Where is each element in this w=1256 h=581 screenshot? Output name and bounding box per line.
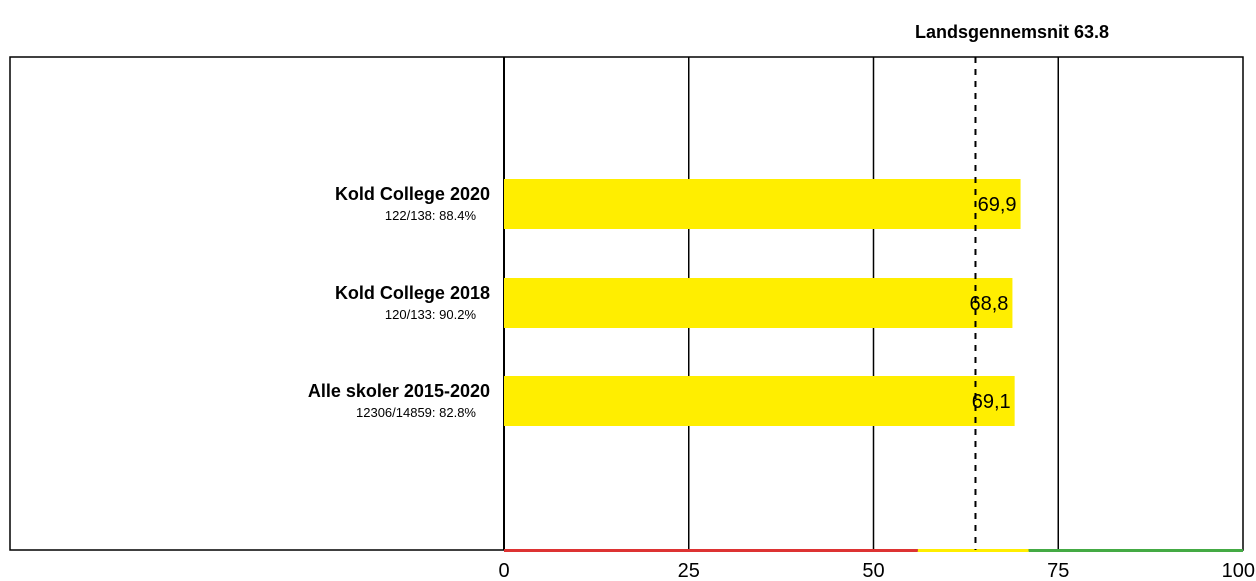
category-label-1: Kold College 2020 <box>335 184 490 204</box>
x-tick-labels: 0 25 50 75 100 <box>498 560 1255 581</box>
bars: 69,9 68,8 69,1 <box>504 179 1021 426</box>
category-label-2: Kold College 2018 <box>335 283 490 303</box>
color-band-2 <box>917 549 1029 552</box>
color-band-1 <box>504 549 918 552</box>
bar-3 <box>504 376 1015 426</box>
value-label-3: 69,1 <box>972 391 1011 413</box>
category-note-3: 12306/14859: 82.8% <box>356 405 476 420</box>
color-band-3 <box>1028 549 1243 552</box>
category-label-3: Alle skoler 2015-2020 <box>308 381 490 401</box>
x-tick-label-100: 100 <box>1222 560 1255 581</box>
x-tick-label-25: 25 <box>678 560 700 581</box>
bar-1 <box>504 179 1021 229</box>
value-label-1: 69,9 <box>978 194 1017 216</box>
category-labels: Kold College 2020 122/138: 88.4% Kold Coll… <box>308 184 490 420</box>
reference-line-label: Landsgennemsnit 63.8 <box>915 22 1109 42</box>
category-note-1: 122/138: 88.4% <box>385 208 477 223</box>
category-note-2: 120/133: 90.2% <box>385 307 477 322</box>
x-tick-label-50: 50 <box>862 560 884 581</box>
color-bands <box>504 549 1243 552</box>
x-tick-label-75: 75 <box>1047 560 1069 581</box>
value-label-2: 68,8 <box>969 293 1008 315</box>
reference-line-group: Landsgennemsnit 63.8 <box>915 22 1109 550</box>
x-tick-label-0: 0 <box>498 560 509 581</box>
bar-2 <box>504 278 1013 328</box>
